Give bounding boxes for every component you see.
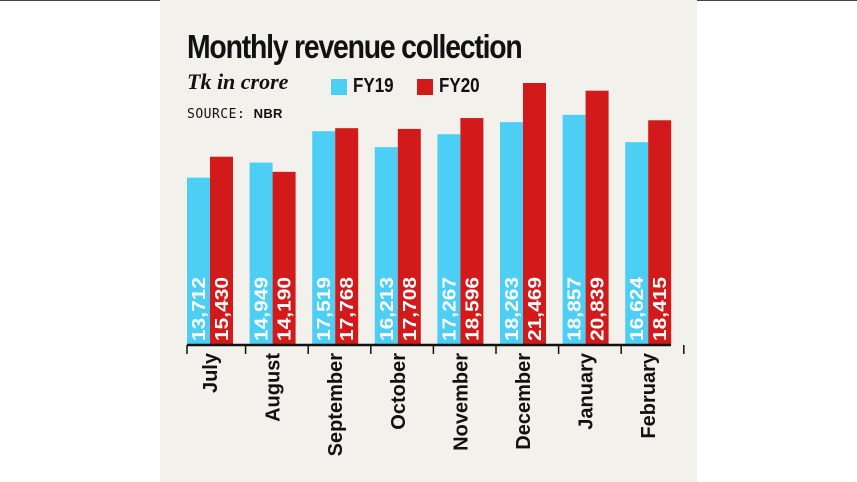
bar-fy20-february (648, 120, 672, 345)
data-label-fy20-november: 18,596 (462, 277, 482, 341)
data-label-fy19-october: 16,213 (377, 277, 397, 341)
bar-fy19-october (374, 147, 398, 345)
chart-unit-label: Tk in crore (187, 69, 289, 94)
x-tick-label-february: February (638, 352, 660, 438)
data-label-fy20-july: 15,430 (212, 277, 232, 341)
legend-label-fy20: FY20 (439, 75, 480, 97)
top-left-rule (0, 0, 160, 1)
legend-swatch-fy19 (331, 78, 347, 95)
x-tick-label-july: July (200, 352, 222, 393)
data-label-fy19-september: 17,519 (314, 277, 334, 341)
data-label-fy19-december: 18,263 (502, 277, 522, 341)
bar-fy19-january (562, 114, 586, 345)
bar-fy19-july (187, 177, 210, 345)
data-label-fy20-december: 21,469 (525, 277, 545, 341)
bar-fy19-august (249, 162, 273, 345)
bar-fy19-september (312, 131, 336, 345)
data-label-fy20-september: 17,768 (337, 277, 357, 341)
bar-fy20-august (272, 171, 296, 345)
data-label-fy20-january: 20,839 (588, 277, 608, 341)
data-label-fy19-august: 14,949 (252, 277, 272, 341)
bar-fy20-january (585, 90, 609, 345)
data-label-fy19-july: 13,712 (189, 277, 209, 341)
bar-fy19-february (625, 142, 649, 345)
x-tick-label-december: December (513, 353, 535, 450)
x-tick-label-august: August (263, 353, 285, 422)
x-tick-label-january: January (576, 352, 598, 430)
bar-fy20-july (210, 156, 233, 345)
x-tick-label-november: November (450, 353, 472, 451)
legend-swatch-fy20 (417, 78, 433, 95)
data-label-fy20-february: 18,415 (650, 277, 670, 341)
x-tick-label-october: October (388, 353, 410, 430)
bar-fy20-november (460, 118, 484, 345)
legend-item-fy20: FY20 (417, 75, 487, 98)
bar-fy19-december (500, 122, 523, 345)
legend-label-fy19: FY19 (353, 75, 394, 97)
bar-fy20-october (397, 128, 421, 345)
bar-fy19-november (437, 134, 461, 345)
chart-source: SOURCE: NBR (187, 106, 283, 122)
x-tick-label-september: September (325, 353, 347, 457)
data-label-fy19-november: 17,267 (439, 277, 459, 341)
data-label-fy20-august: 14,190 (275, 277, 295, 341)
data-label-fy19-january: 18,857 (565, 277, 585, 341)
data-label-fy20-october: 17,708 (400, 277, 420, 341)
chart-title: Monthly revenue collection (187, 28, 523, 65)
data-label-fy19-february: 16,624 (627, 277, 647, 341)
bar-fy20-september (335, 128, 359, 345)
top-right-rule (697, 0, 857, 1)
bar-fy20-december (523, 83, 546, 345)
source-name: NBR (253, 106, 283, 121)
source-label: SOURCE: (187, 107, 246, 122)
legend-item-fy19: FY19 (331, 75, 401, 98)
